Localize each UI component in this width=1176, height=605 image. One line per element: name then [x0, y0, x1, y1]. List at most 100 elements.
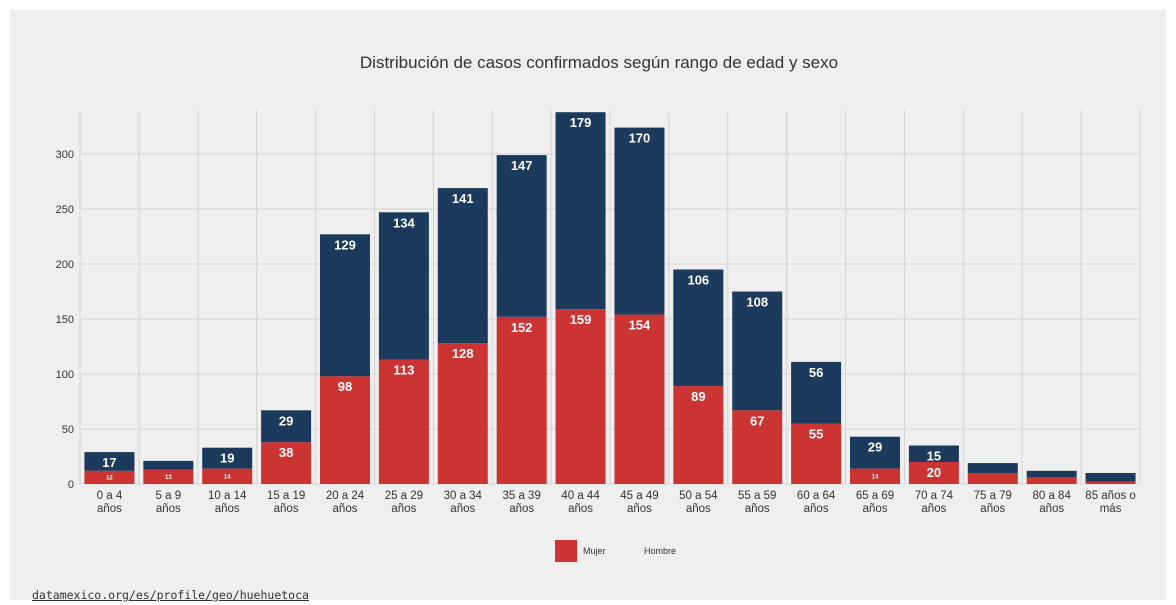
x-tick-label: 60 a 64 años [797, 490, 836, 515]
legend: Mujer Hombre [555, 540, 676, 562]
bar-mujer[interactable] [320, 376, 370, 484]
bar-mujer[interactable] [378, 359, 429, 484]
bar-mujer[interactable] [261, 442, 312, 484]
x-tick-label: 75 a 79 años [974, 490, 1012, 515]
data-label-hombre: 17 [102, 455, 116, 470]
x-tick-label: 70 a 74 años [915, 490, 954, 515]
legend-swatch-mujer[interactable] [555, 540, 577, 562]
bar-hombre[interactable] [732, 291, 783, 411]
data-label-hombre: 19 [220, 451, 234, 466]
bar-hombre[interactable] [555, 112, 606, 310]
bar-hombre[interactable] [202, 447, 253, 469]
data-label-mujer: 12 [106, 475, 113, 481]
data-label-mujer: 38 [279, 445, 293, 460]
data-label-mujer: 113 [393, 363, 414, 378]
data-labels: 12 17 13 14 19 38 29 98 129 113 134 128 141 152 147 159… [102, 115, 941, 481]
data-label-hombre: 141 [452, 191, 474, 206]
data-label-hombre: 108 [746, 295, 768, 310]
bar-mujer[interactable] [496, 316, 547, 484]
x-tick-label: 45 a 49 años [620, 490, 658, 515]
data-label-mujer: 13 [165, 475, 172, 481]
data-label-hombre: 29 [279, 413, 293, 428]
bar-hombre[interactable] [496, 155, 547, 317]
data-label-mujer: 152 [511, 320, 533, 335]
data-label-hombre: 179 [570, 115, 592, 130]
bar-hombre[interactable] [791, 361, 842, 424]
data-label-hombre: 147 [511, 158, 533, 173]
bar-mujer[interactable] [850, 468, 900, 484]
chart-canvas: Distribución de casos confirmados según … [10, 10, 1166, 602]
x-tick-label: 55 a 59 años [738, 490, 776, 515]
x-tick-label: 40 a 44 años [561, 490, 600, 515]
x-tick-label: 65 a 69 años [856, 490, 894, 515]
bar-mujer[interactable] [555, 309, 606, 484]
data-label-hombre: 106 [687, 273, 709, 288]
data-label-mujer: 67 [750, 413, 764, 428]
stacked-bar-chart: Distribución de casos confirmados según … [56, 53, 1141, 562]
data-label-mujer: 89 [691, 389, 705, 404]
legend-label-hombre[interactable]: Hombre [644, 546, 676, 556]
chart-title: Distribución de casos confirmados según … [360, 53, 838, 72]
bar-hombre[interactable] [1026, 470, 1077, 478]
bar-mujer[interactable] [1026, 477, 1077, 484]
bar-hombre[interactable] [437, 188, 488, 344]
data-label-mujer: 20 [927, 465, 941, 480]
bar-hombre[interactable] [378, 212, 429, 360]
data-label-mujer: 159 [570, 312, 592, 327]
x-tick-label: 30 a 34 años [444, 490, 483, 515]
source-link[interactable]: datamexico.org/es/profile/geo/huehuetoca [32, 588, 309, 602]
bars [84, 112, 1136, 485]
bar-mujer[interactable] [437, 343, 488, 484]
bar-hombre[interactable] [908, 445, 959, 463]
data-label-mujer: 55 [809, 427, 823, 442]
x-tick-label: 10 a 14 años [208, 490, 247, 515]
bar-hombre[interactable] [84, 452, 135, 471]
bar-mujer[interactable] [614, 314, 665, 484]
bar-mujer[interactable] [673, 386, 724, 484]
bar-mujer[interactable] [1085, 481, 1136, 484]
y-tick-label: 200 [56, 259, 74, 271]
data-label-mujer: 154 [629, 318, 651, 333]
bar-hombre[interactable] [850, 436, 900, 469]
bar-mujer[interactable] [967, 473, 1018, 484]
y-tick-label: 0 [68, 479, 74, 491]
y-tick-label: 300 [56, 149, 74, 161]
x-tick-label: 25 a 29 años [385, 490, 423, 515]
bar-hombre[interactable] [261, 410, 312, 443]
data-label-hombre: 56 [809, 365, 823, 380]
legend-label-mujer[interactable]: Mujer [583, 546, 606, 556]
data-label-mujer: 98 [338, 379, 352, 394]
x-tick-label: 20 a 24 años [326, 490, 365, 515]
bar-hombre[interactable] [967, 463, 1018, 473]
data-label-mujer: 128 [452, 346, 474, 361]
data-label-hombre: 129 [334, 237, 356, 252]
x-axis-ticks: 0 a 4 años 5 a 9 años 10 a 14 años 15 a 19 años… [97, 490, 1136, 515]
bar-hombre[interactable] [143, 460, 194, 470]
bar-mujer[interactable] [202, 468, 253, 484]
bar-hombre[interactable] [614, 127, 665, 315]
bar-mujer[interactable] [84, 470, 135, 484]
y-axis-ticks: 0 50 100 150 200 250 300 [56, 149, 74, 491]
y-tick-label: 50 [62, 424, 74, 436]
bar-mujer[interactable] [908, 462, 959, 484]
data-label-hombre: 170 [629, 131, 651, 146]
x-tick-label: 50 a 54 años [679, 490, 718, 515]
x-tick-label: 0 a 4 años [97, 490, 123, 515]
bar-mujer[interactable] [732, 410, 783, 484]
y-tick-label: 150 [56, 314, 74, 326]
data-label-hombre: 134 [393, 215, 415, 230]
x-tick-label: 35 a 39 años [502, 490, 540, 515]
data-label-hombre: 29 [868, 440, 882, 455]
bar-hombre[interactable] [673, 269, 724, 387]
y-tick-label: 100 [56, 369, 74, 381]
x-tick-label: 80 a 84 años [1032, 490, 1071, 515]
data-label-hombre: 15 [927, 449, 941, 464]
gridlines [79, 110, 1141, 485]
bar-hombre[interactable] [1085, 473, 1136, 482]
bar-mujer[interactable] [143, 469, 194, 484]
bar-hombre[interactable] [320, 234, 370, 377]
bar-mujer[interactable] [791, 423, 842, 485]
x-tick-label: 15 a 19 años [267, 490, 305, 515]
y-tick-label: 250 [56, 204, 74, 216]
data-label-mujer: 14 [224, 474, 231, 480]
